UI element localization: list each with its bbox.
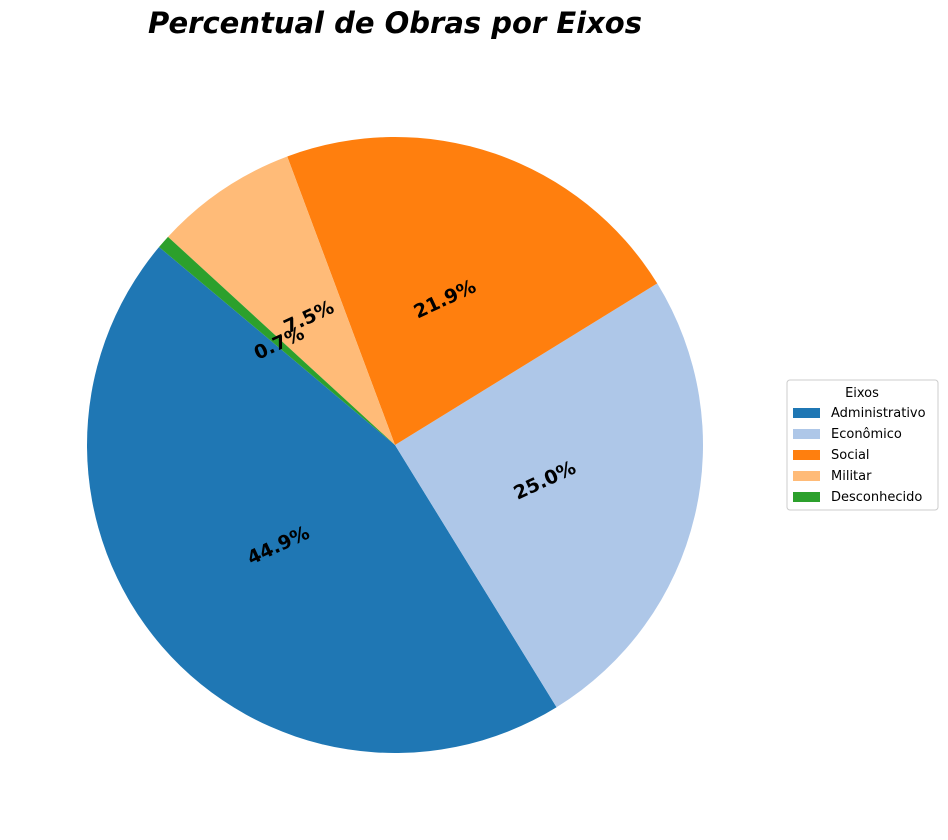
legend-items: Administrativo Econômico Social Militar Desc… [793,406,926,505]
pie-slice-social [287,137,658,446]
legend-label-administrativo: Administrativo [831,406,926,421]
pie-slice-economico [395,283,703,708]
legend-swatch-economico [793,429,820,439]
legend-label-social: Social [831,448,870,463]
legend-swatch-administrativo [793,408,820,418]
legend-swatch-social [793,450,820,460]
legend-title: Eixos [845,386,879,401]
legend-label-economico: Econômico [831,427,902,442]
legend-label-desconhecido: Desconhecido [831,490,922,505]
pie-slices [87,137,703,753]
legend: Eixos Administrativo Econômico Social Milit… [786,379,939,511]
pie-slice-militar [167,156,395,445]
chart-title: Percentual de Obras por Eixos [148,6,642,40]
legend-swatch-desconhecido [793,492,820,502]
legend-frame [786,379,939,511]
pie-slice-administrativo [87,247,557,753]
pie-slice-desconhecido [159,236,395,445]
legend-swatch-militar [793,471,820,481]
legend-label-militar: Militar [831,469,872,484]
